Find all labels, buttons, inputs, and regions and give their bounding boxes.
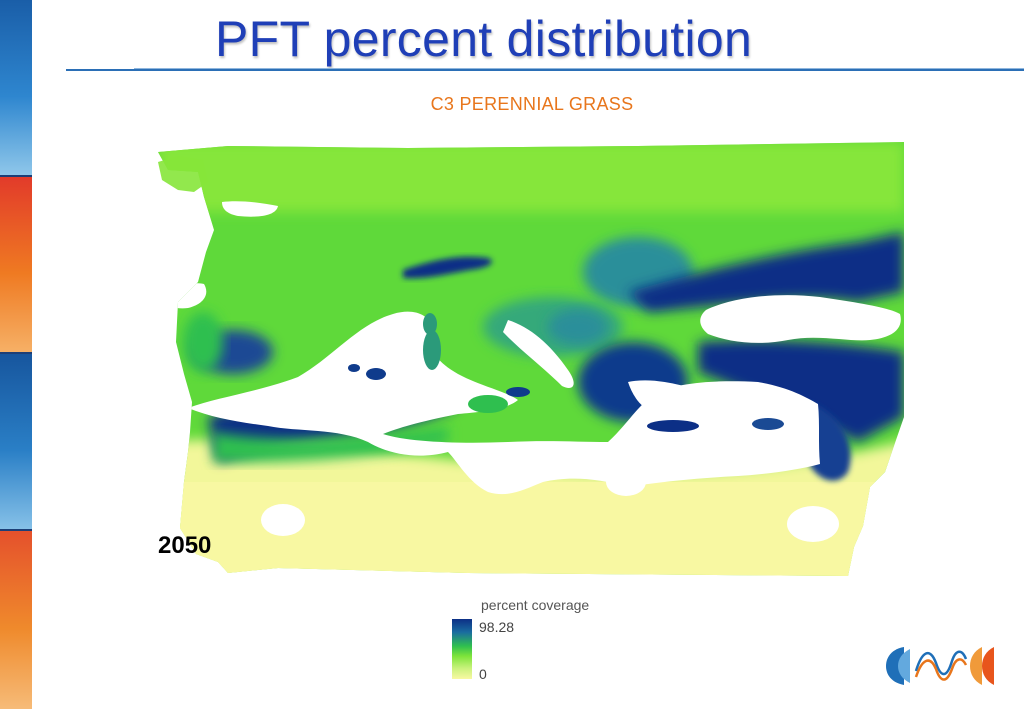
map-subtitle: C3 PERENNIAL GRASS bbox=[430, 94, 634, 114]
stripe-divider bbox=[0, 529, 32, 531]
legend-min-label: 0 bbox=[479, 666, 487, 682]
year-label: 2050 bbox=[158, 532, 212, 559]
stripe-blue-lower bbox=[0, 354, 32, 529]
legend-color-ramp bbox=[452, 619, 472, 679]
land-layer bbox=[158, 142, 904, 576]
side-stripe bbox=[0, 0, 32, 709]
stripe-orange-bottom bbox=[0, 531, 32, 709]
organization-logo bbox=[882, 641, 1004, 691]
legend-title: percent coverage bbox=[481, 597, 590, 613]
stripe-divider bbox=[0, 175, 32, 177]
stripe-divider bbox=[0, 352, 32, 354]
legend-max-label: 98.28 bbox=[479, 619, 515, 635]
stripe-orange-upper bbox=[0, 177, 32, 352]
title-underline bbox=[66, 69, 1024, 71]
stripe-blue-top bbox=[0, 0, 32, 175]
distribution-map bbox=[158, 142, 904, 576]
page-title: PFT percent distribution bbox=[215, 11, 753, 67]
map-svg bbox=[158, 142, 904, 576]
title-underline-highlight bbox=[134, 68, 1024, 69]
logo-icon bbox=[886, 647, 994, 685]
